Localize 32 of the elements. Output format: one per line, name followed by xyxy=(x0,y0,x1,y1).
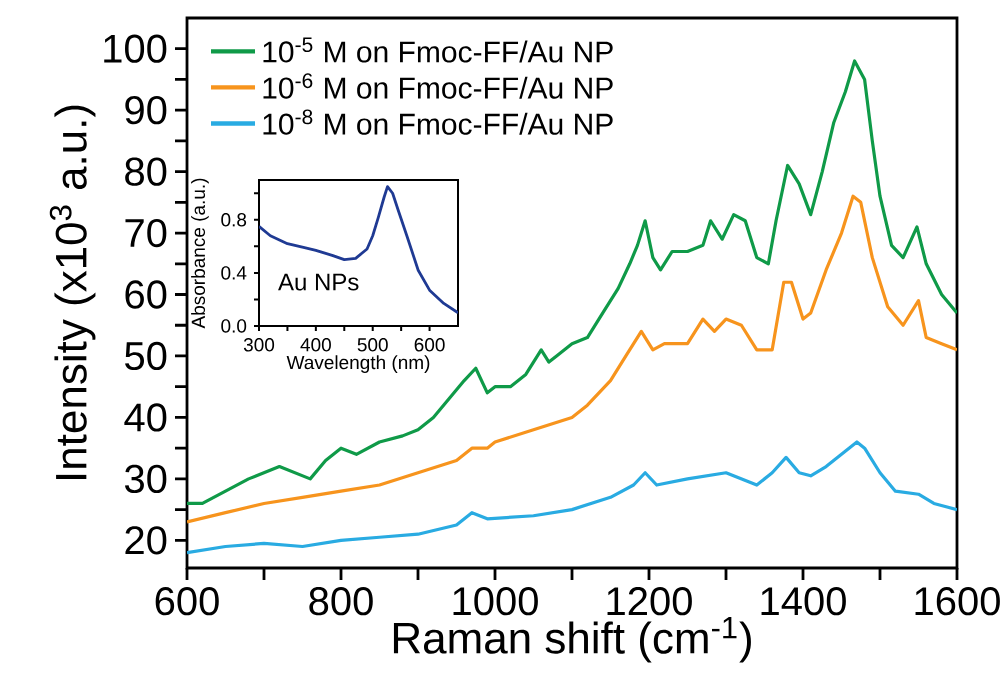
legend-label: 10$^{-6}$ M on Fmoc-FF/Au NP xyxy=(263,73,613,99)
y-tick-label: 20 xyxy=(125,526,167,555)
x-tick-label: 1400 xyxy=(761,587,846,616)
y-tick-label: 40 xyxy=(124,403,167,432)
y-tick-label: 30 xyxy=(124,464,167,494)
line-series xyxy=(187,440,957,555)
x-tick-label: 1000 xyxy=(453,587,538,616)
y-axis-title: Absorbance (a.u.) xyxy=(191,178,209,329)
legend-label: 10$^{-8}$ M on Fmoc-FF/Au NP xyxy=(263,109,613,135)
x-tick-label: 300 xyxy=(243,338,275,352)
y-tick-label: 0.0 xyxy=(221,319,247,333)
legend-label: 10$^{-5}$ M on Fmoc-FF/Au NP xyxy=(263,37,613,63)
x-tick-label: 500 xyxy=(357,338,388,352)
annotation: Au NPs xyxy=(278,273,359,291)
y-tick-label: 60 xyxy=(125,280,167,309)
line-series xyxy=(259,185,459,315)
x-axis-title: Wavelength (nm) xyxy=(286,355,430,373)
y-tick-label: 0.4 xyxy=(221,266,247,280)
y-tick-label: 80 xyxy=(125,157,167,186)
x-tick-label: 1600 xyxy=(915,587,1000,616)
x-tick-label: 400 xyxy=(300,338,331,352)
x-axis-title: Raman shift (cm$^{-1}$) xyxy=(393,617,751,663)
y-tick-label: 90 xyxy=(125,96,167,125)
x-tick-label: 600 xyxy=(155,587,219,616)
y-tick-label: 70 xyxy=(125,218,167,248)
y-axis-title: Intensity (x10$^{3}$ a.u.) xyxy=(49,105,96,479)
x-tick-label: 800 xyxy=(309,587,373,616)
y-tick-label: 50 xyxy=(125,341,167,371)
x-tick-label: 1200 xyxy=(607,587,692,616)
y-tick-label: 100 xyxy=(104,34,167,63)
x-tick-label: 600 xyxy=(414,338,445,352)
y-tick-label: 0.8 xyxy=(221,213,247,227)
